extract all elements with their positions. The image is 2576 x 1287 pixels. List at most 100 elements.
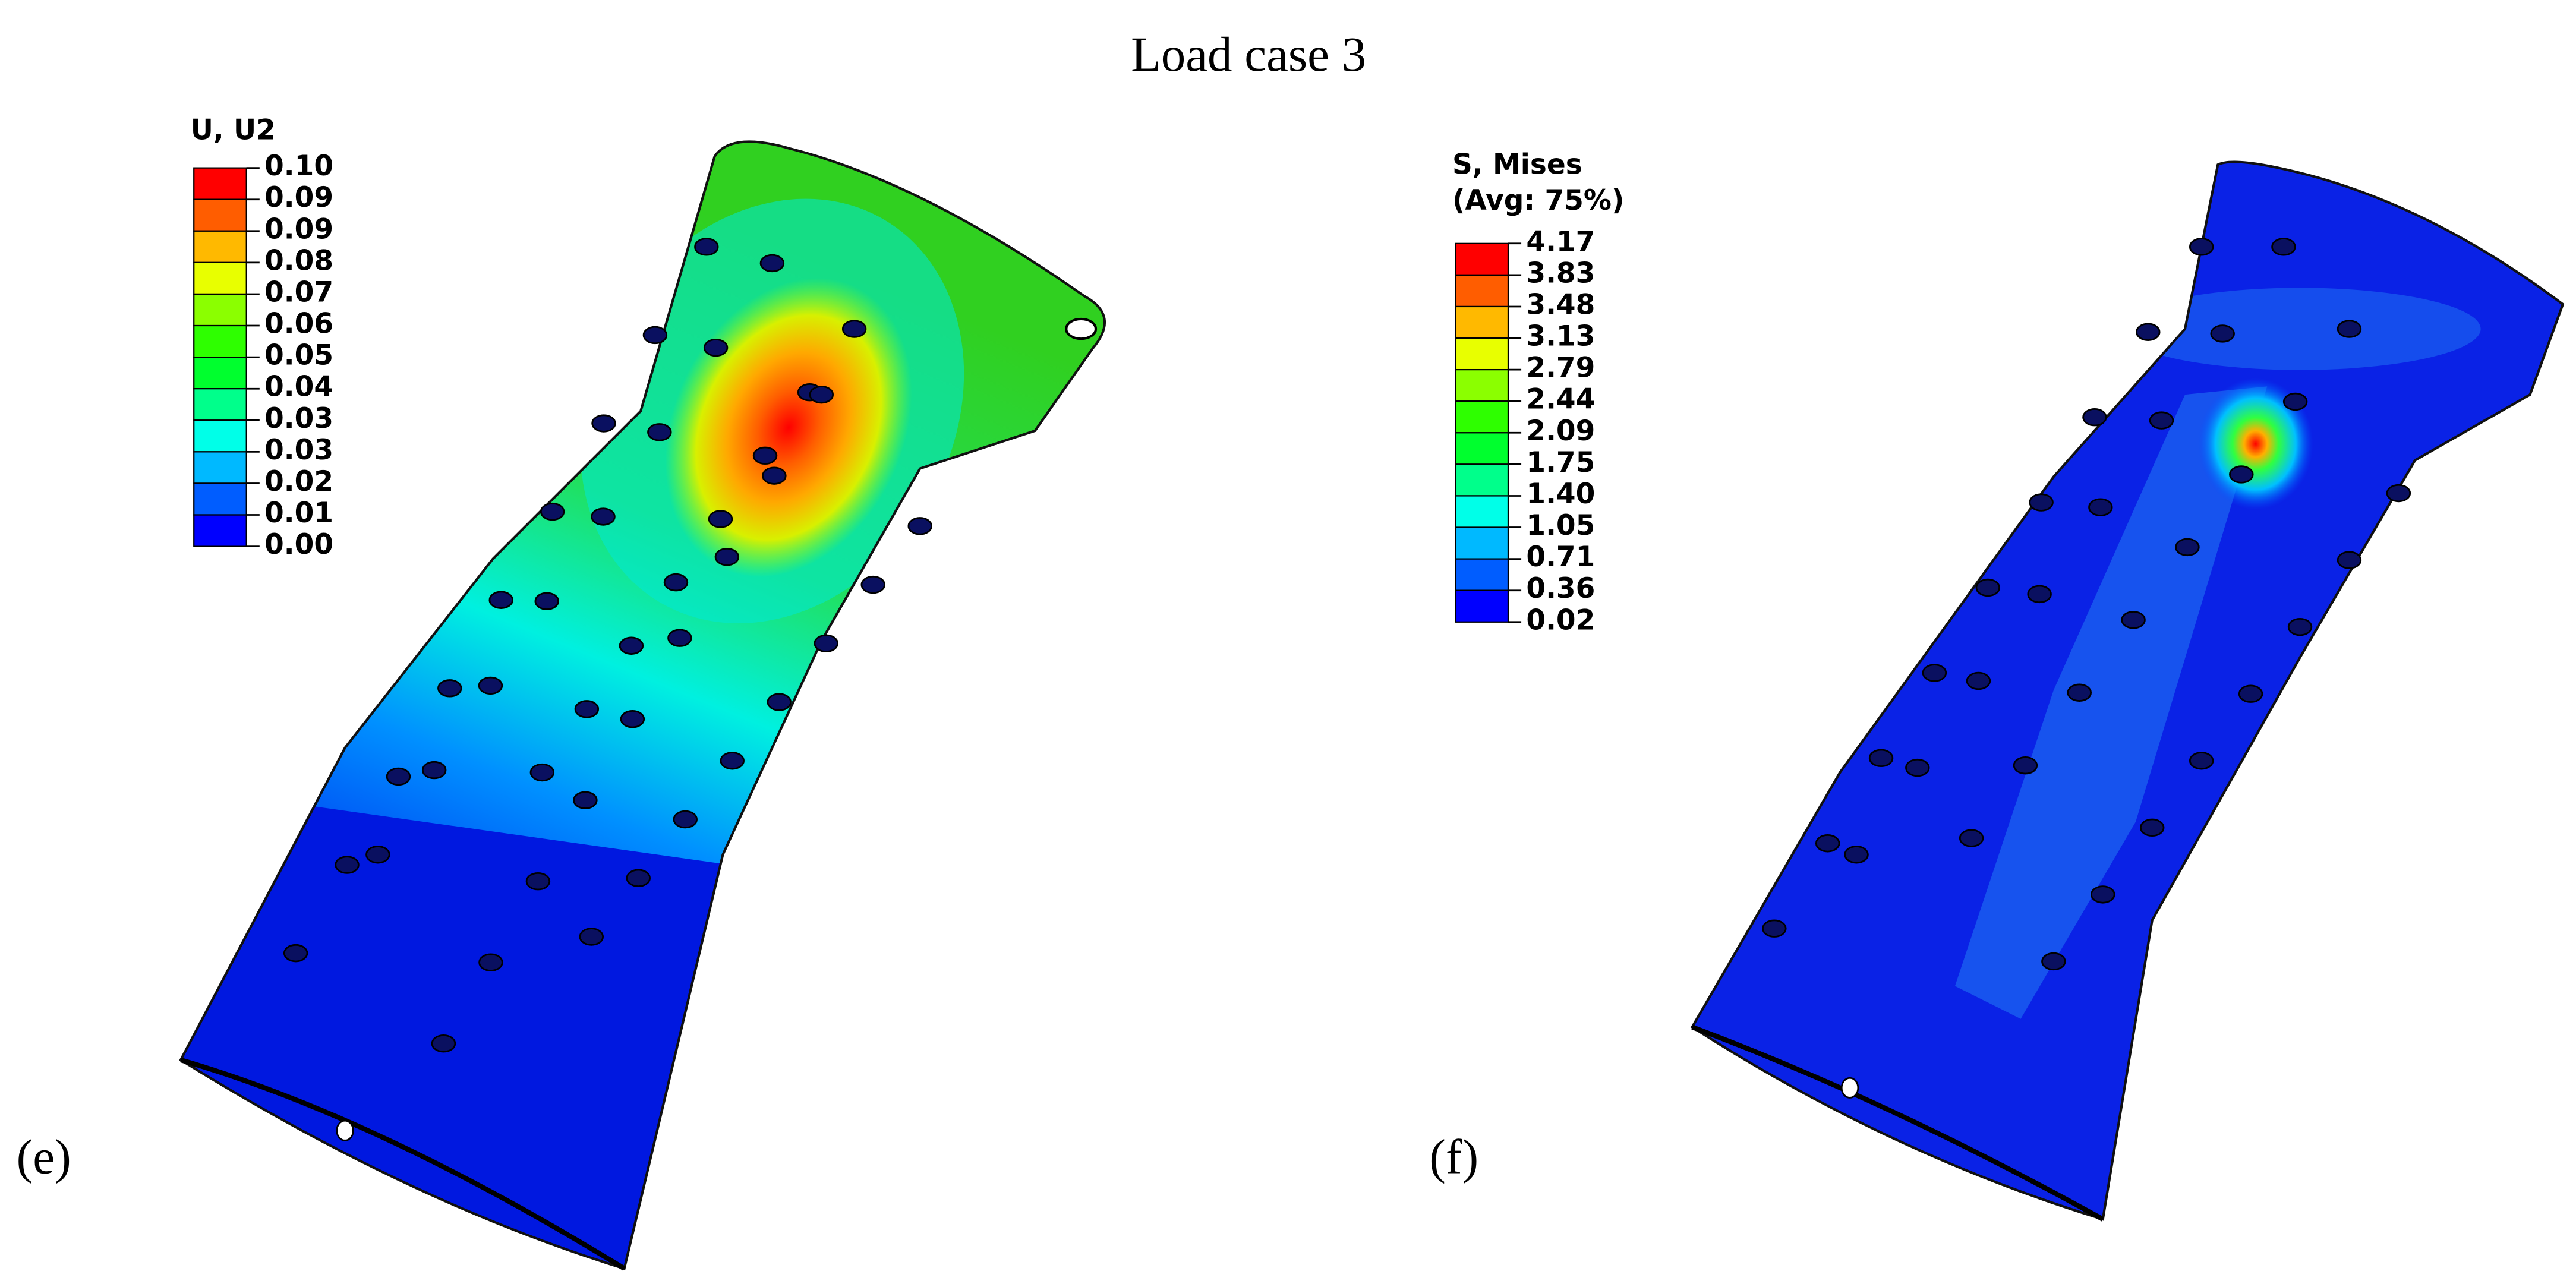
legend-swatch [193, 230, 247, 263]
hole [437, 679, 462, 698]
legend-swatch [193, 514, 247, 547]
legend-label: 3.48 [1526, 288, 1595, 321]
hole [1840, 1077, 1859, 1099]
legend-swatch [193, 167, 247, 200]
legend-label: 0.10 [264, 150, 333, 182]
legend-swatch [193, 482, 247, 516]
legend-swatch [1455, 526, 1509, 560]
hole [2238, 684, 2263, 703]
legend-label: 0.03 [264, 402, 333, 435]
hole [673, 810, 698, 829]
hole [2337, 320, 2362, 338]
legend-label: 2.09 [1526, 415, 1595, 447]
hole [1065, 317, 1098, 340]
hole [1959, 829, 1984, 847]
hole [620, 709, 645, 728]
legend-swatch [1455, 242, 1509, 276]
hole [579, 928, 604, 946]
hole [2386, 484, 2411, 503]
legend-label: 0.03 [264, 434, 333, 466]
legend-label: 2.44 [1526, 383, 1595, 416]
legend-swatch [1455, 558, 1509, 591]
figure-title: Load case 3 [1131, 27, 1366, 81]
hole [841, 320, 867, 338]
hole [478, 676, 503, 695]
legend-swatch [1455, 495, 1509, 528]
legend-label: 4.17 [1526, 225, 1595, 258]
hole [767, 693, 792, 711]
hole [540, 502, 565, 521]
hole [591, 507, 616, 526]
legend-swatch [193, 324, 247, 358]
hole [720, 752, 745, 770]
contour-band [181, 786, 1105, 1269]
legend-swatch [1455, 274, 1509, 308]
cast-rim [1691, 1024, 2104, 1222]
legend-label: 0.02 [1526, 604, 1595, 636]
cast-outline [179, 140, 1106, 1270]
hole [708, 510, 733, 528]
hole [1905, 758, 1930, 777]
legend-swatch [193, 261, 247, 295]
hole [667, 629, 692, 647]
legend-swatch [1455, 432, 1509, 465]
hole [814, 634, 838, 653]
legend-label: 0.00 [264, 528, 333, 561]
legend-swatch [1455, 369, 1509, 402]
hole [336, 1119, 354, 1141]
hole [2041, 952, 2066, 971]
hole [762, 466, 787, 485]
legend-label: 0.36 [1526, 572, 1595, 605]
hole [1966, 671, 1991, 690]
legend-label: 1.75 [1526, 446, 1595, 479]
hole [647, 423, 672, 441]
hole [759, 254, 785, 273]
hole [1844, 846, 1869, 864]
panel-label: (e) [17, 1129, 71, 1184]
legend-title: S, Mises [1452, 148, 1582, 181]
hole [335, 856, 360, 874]
contour-hotspot [2198, 378, 2313, 510]
hole [642, 326, 668, 345]
hole [907, 517, 932, 535]
cast-rim [179, 1057, 626, 1271]
hole [365, 846, 390, 864]
hole [2189, 752, 2214, 770]
contour-band [2119, 288, 2481, 370]
legend-swatch [193, 451, 247, 484]
legend-swatch [1455, 400, 1509, 434]
hole [529, 763, 555, 782]
hole [2229, 465, 2254, 484]
hole [2139, 818, 2165, 837]
legend-label: 1.05 [1526, 509, 1595, 542]
legend-label: 0.06 [264, 308, 333, 340]
legend-label: 0.08 [264, 244, 333, 277]
hole [2287, 617, 2313, 636]
legend-swatch [1455, 463, 1509, 497]
legend-label: 0.09 [264, 213, 333, 245]
hole [2082, 408, 2107, 427]
hole [2189, 238, 2214, 256]
legend-label: 0.05 [264, 339, 333, 372]
legend-swatch [193, 388, 247, 421]
hole [1868, 749, 1894, 768]
hole [2149, 411, 2174, 430]
legend-label: 3.13 [1526, 320, 1595, 353]
hole [809, 385, 834, 404]
hole [626, 869, 651, 887]
hole [2175, 538, 2200, 557]
legend-swatch [193, 419, 247, 453]
hole [488, 591, 513, 609]
legend-label: 0.07 [264, 276, 333, 308]
legend-swatch [193, 198, 247, 232]
legend-label: 0.01 [264, 497, 333, 529]
hole [525, 872, 551, 891]
hole [714, 547, 740, 566]
legend-swatch [193, 293, 247, 327]
hole [860, 575, 885, 594]
legend-swatch [193, 357, 247, 390]
hole [2136, 323, 2161, 341]
hole [2337, 551, 2362, 569]
